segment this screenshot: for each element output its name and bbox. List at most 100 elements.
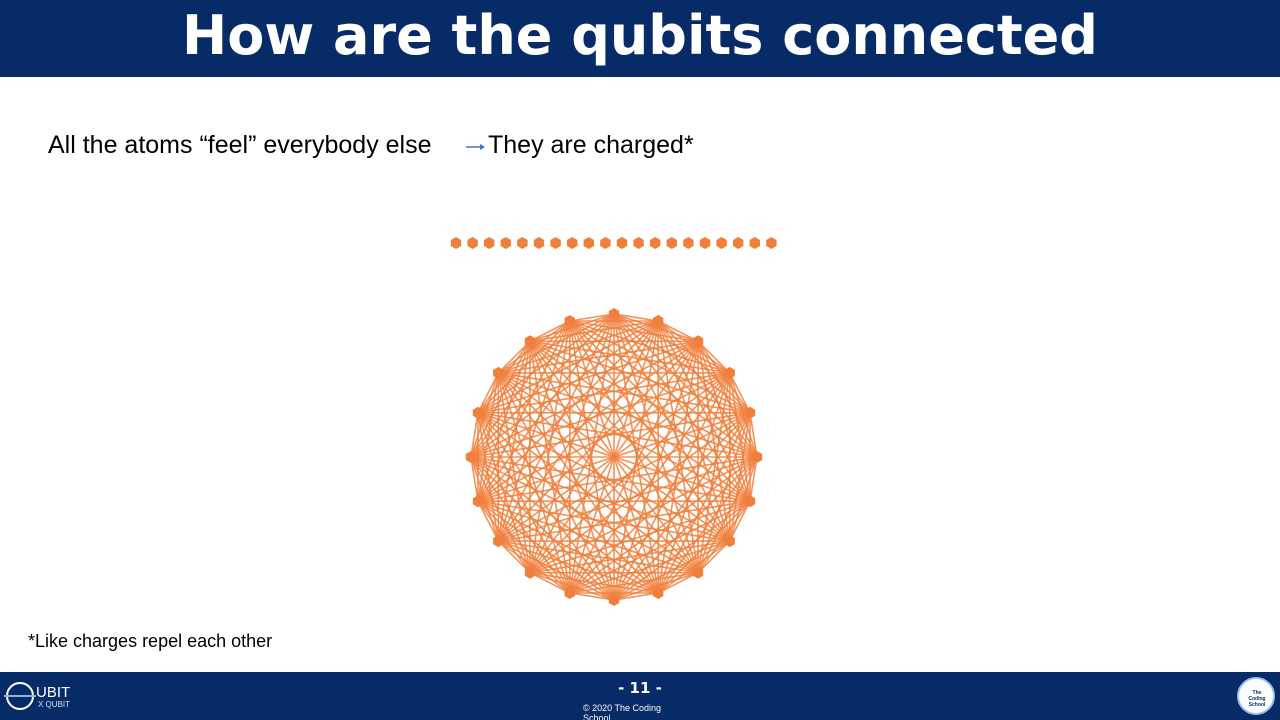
connection [477,412,615,601]
ion [749,237,760,249]
connection [477,412,758,458]
connection [529,571,615,601]
connection [569,320,758,458]
ion [450,237,462,249]
connection [529,372,731,574]
qubit [564,315,575,327]
connection [749,456,758,502]
connection [569,320,730,374]
connection [477,500,500,542]
copyright: © 2020 The Coding School [583,703,662,720]
right-logo-text: The Coding School [1248,690,1266,708]
ion [766,237,777,249]
connection [477,320,571,414]
connection [470,340,531,458]
connection [569,320,699,343]
connection [470,456,479,502]
connection [497,320,571,542]
connection [569,313,615,322]
connection [477,456,758,502]
connection [569,320,731,542]
connection [477,500,659,594]
ion [484,237,495,249]
qubit [524,335,536,348]
ion [533,237,545,249]
qubit [724,535,735,548]
connection [749,412,758,458]
connection [477,340,531,414]
connection [477,320,659,414]
connection [477,320,571,502]
connection [657,320,699,343]
ion [517,237,528,249]
ion [550,237,561,249]
connection [470,412,479,458]
connection [569,320,699,574]
qubit [653,315,664,327]
connection [497,372,699,574]
logo-subtext: X QUBIT [38,700,71,709]
ion [650,237,661,249]
connection [477,341,531,502]
connection [477,500,571,594]
connection [569,340,699,594]
title: How are the qubits connected [182,4,1098,67]
connection [728,372,751,502]
connection [497,372,615,601]
connection [497,540,571,594]
ion [699,237,711,249]
connection [497,372,571,594]
connection [497,372,751,502]
ion [467,237,478,249]
qubit [465,451,477,463]
connection [477,412,531,573]
connection [529,320,659,574]
connection [657,320,751,502]
connection [470,412,751,458]
connection [697,540,731,574]
connection [470,456,615,601]
qubit [472,406,484,419]
connection [697,340,731,374]
footnote: *Like charges repel each other [28,631,273,651]
connection [477,500,615,601]
qubit [608,308,620,320]
arrow-head [480,144,485,150]
connection [613,313,659,594]
connection [470,313,615,458]
ion [500,237,511,249]
connection [569,313,615,594]
connection [498,372,758,458]
ion [616,237,628,249]
ion [600,237,611,249]
connection [497,341,531,542]
connection [477,372,500,414]
connection [569,320,615,601]
ion [683,237,694,249]
connection [657,500,751,594]
ion [716,237,727,249]
logo-text: UBIT [36,684,71,701]
connection [529,571,571,594]
ion [583,237,594,249]
qubit [472,495,484,508]
qubit [524,566,536,579]
connection [529,340,758,458]
connection [728,372,751,414]
connection [613,313,758,458]
qubit [692,335,704,348]
coding-school-logo [1237,677,1275,715]
connection [569,500,751,594]
qubit [493,535,504,548]
qubit [692,566,704,579]
connection [569,320,659,594]
connection [470,320,571,458]
connection [470,456,571,594]
qubit [608,594,620,606]
ion [733,237,744,249]
connection [529,340,731,542]
connection [613,320,659,601]
connection [529,571,659,594]
